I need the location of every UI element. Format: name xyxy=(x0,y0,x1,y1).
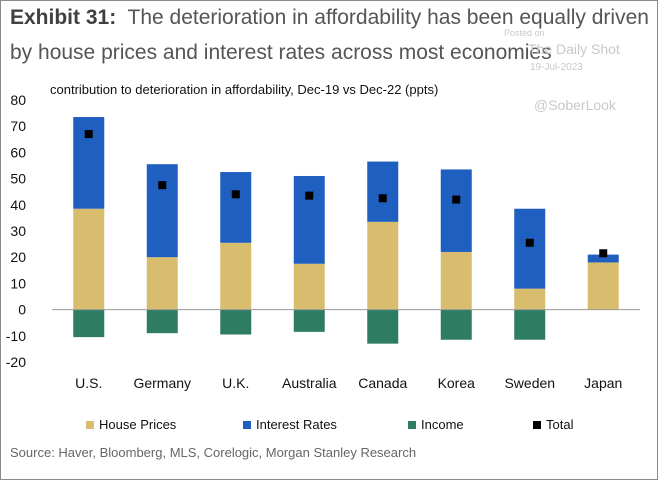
chart-title-line-2: by house prices and interest rates acros… xyxy=(10,41,552,64)
x-tick-label: Canada xyxy=(358,375,407,391)
chart-title-text-1: The deterioration in affordability has b… xyxy=(127,6,649,29)
y-tick-label: 10 xyxy=(10,275,26,291)
y-tick-label: 30 xyxy=(10,223,26,239)
y-tick-label: 0 xyxy=(18,302,26,318)
bar-segment-house-prices xyxy=(587,262,619,310)
y-tick-label: 20 xyxy=(10,249,26,265)
y-tick-label: -20 xyxy=(6,354,26,370)
bar-segment-interest-rates xyxy=(440,169,472,252)
watermark-posted-on: Posted on xyxy=(504,28,545,38)
watermark-date: 19-Jul-2023 xyxy=(530,62,583,73)
bar-segment-interest-rates xyxy=(514,208,546,289)
x-tick-label: Australia xyxy=(282,375,337,391)
bar-segment-income xyxy=(220,309,252,335)
bar-segment-house-prices xyxy=(367,221,399,310)
total-marker xyxy=(231,190,240,199)
y-tick-label: 80 xyxy=(10,92,26,108)
bar-segment-income xyxy=(293,309,325,332)
x-tick-label: U.K. xyxy=(222,375,249,391)
bar-segment-house-prices xyxy=(440,251,472,310)
total-marker xyxy=(599,249,608,258)
bar-segment-income xyxy=(440,309,472,340)
total-marker xyxy=(525,238,534,247)
bar-segment-interest-rates xyxy=(367,161,399,222)
y-tick-label: 70 xyxy=(10,118,26,134)
x-tick-label: Japan xyxy=(584,375,622,391)
bar-segment-interest-rates xyxy=(293,175,325,264)
bar-segment-house-prices xyxy=(73,208,105,310)
bar-segment-house-prices xyxy=(146,257,178,310)
exhibit-label: Exhibit 31: xyxy=(10,6,117,29)
bar-segment-income xyxy=(146,309,178,334)
y-tick-label: 40 xyxy=(10,197,26,213)
total-marker xyxy=(305,191,314,200)
total-marker xyxy=(158,181,167,190)
x-tick-label: U.S. xyxy=(75,375,102,391)
bar-segment-income xyxy=(367,309,399,344)
bar-segment-house-prices xyxy=(514,288,546,310)
bar-segment-income xyxy=(514,309,546,340)
bar-segment-interest-rates xyxy=(220,172,252,243)
chart-subtitle: contribution to deterioration in afforda… xyxy=(50,82,439,97)
bar-segment-income xyxy=(73,309,105,338)
x-tick-label: Germany xyxy=(133,375,191,391)
total-marker xyxy=(378,194,387,203)
y-tick-label: 60 xyxy=(10,144,26,160)
bar-segment-interest-rates xyxy=(587,254,619,263)
watermark-handle: @SoberLook xyxy=(534,97,616,113)
y-tick-label: -10 xyxy=(6,328,26,344)
total-marker xyxy=(452,195,461,204)
chart-title-line-1: Exhibit 31: The deterioration in afforda… xyxy=(10,6,649,30)
source-note: Source: Haver, Bloomberg, MLS, Corelogic… xyxy=(10,445,417,460)
bar-segment-house-prices xyxy=(220,242,252,310)
x-tick-label: Korea xyxy=(438,375,476,391)
y-tick-label: 50 xyxy=(10,171,26,187)
x-tick-label: Sweden xyxy=(504,375,555,391)
bar-segment-interest-rates xyxy=(146,164,178,258)
bar-segment-house-prices xyxy=(293,263,325,310)
total-marker xyxy=(84,130,93,139)
watermark-site: The Daily Shot xyxy=(528,41,620,57)
